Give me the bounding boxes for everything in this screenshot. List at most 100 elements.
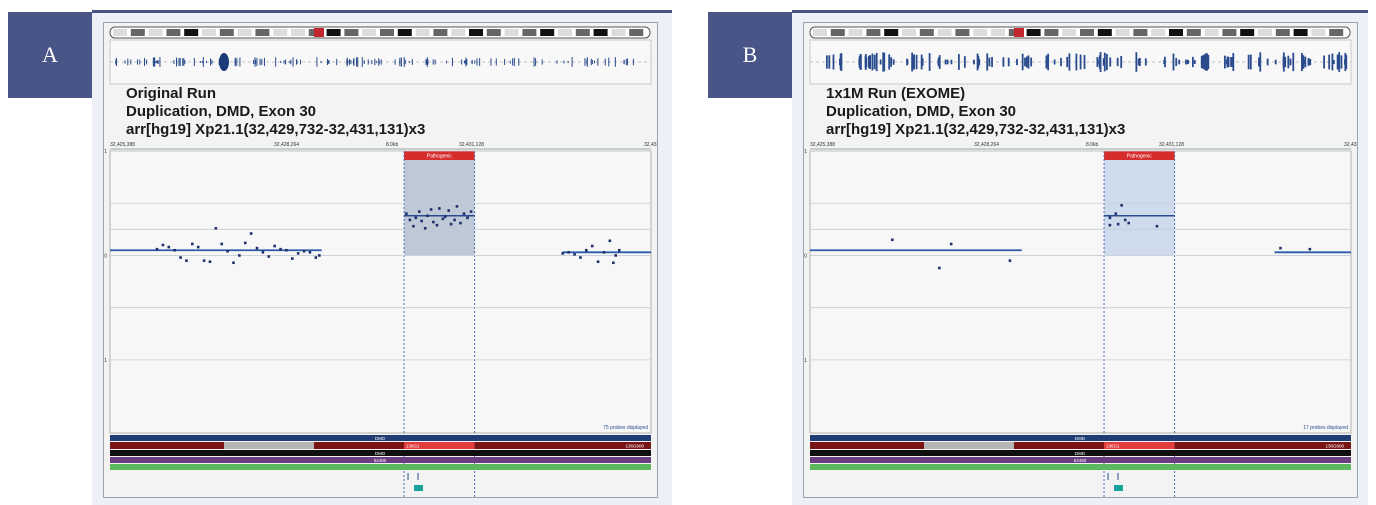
probe-point	[426, 214, 429, 218]
overview-peak	[219, 53, 229, 71]
chromosome-band	[884, 29, 899, 36]
probe-point	[1308, 247, 1312, 251]
probe-point	[214, 226, 218, 230]
probe-point	[938, 266, 941, 270]
ruler-label: 32,433,984	[644, 142, 657, 148]
gene-track	[110, 435, 651, 441]
probe-point	[462, 212, 466, 215]
probe-point	[1116, 222, 1120, 226]
ruler-label: 32,431,128	[459, 142, 484, 148]
probe-point	[155, 247, 159, 251]
exon-label: 136G1	[1106, 444, 1120, 449]
probe-point	[255, 246, 259, 250]
chromosome-band	[486, 29, 501, 36]
genome-viewer[interactable]: 1x1M Run (EXOME) Duplication, DMD, Exon 3…	[803, 22, 1358, 498]
probe-point	[453, 218, 456, 222]
chromosome-band	[255, 29, 270, 36]
chromosome-band	[902, 29, 916, 36]
caption-title: 1x1M Run (EXOME)	[826, 85, 965, 102]
chromosome-band	[148, 29, 163, 36]
exon-track	[110, 442, 651, 449]
probe-point	[1114, 212, 1118, 215]
chromosome-band	[830, 29, 845, 36]
probe-point	[429, 208, 433, 211]
log-ratio-plot	[809, 150, 1352, 434]
probe-point	[202, 259, 206, 262]
caption-iscn: arr[hg19] Xp21.1(32,429,732-32,431,131)x…	[826, 121, 1125, 138]
probe-point	[459, 221, 462, 225]
chromosome-band	[1186, 29, 1201, 36]
chromosome-band	[919, 29, 934, 36]
chromosome-band	[1026, 29, 1041, 36]
y-tick-label: +1	[804, 149, 807, 155]
ruler-label: 8.0kb	[386, 142, 398, 148]
panel-tag: B	[708, 12, 792, 98]
chromosome-band	[237, 29, 252, 36]
transcript-track	[110, 450, 651, 456]
chromosome-band	[1133, 29, 1148, 36]
probe-point	[447, 209, 451, 212]
chromosome-band	[1169, 29, 1183, 36]
probes-count: 75 probes displayed	[603, 425, 648, 431]
probe-point	[267, 255, 271, 258]
chromosome-band	[848, 29, 863, 36]
genome-viewer[interactable]: Original Run Duplication, DMD, Exon 30 arr…	[103, 22, 658, 498]
ideogram-marker	[1014, 28, 1024, 37]
chromosome-band	[1097, 29, 1112, 36]
pathogenic-label: Pathogenic	[427, 154, 453, 160]
chromosome-band	[380, 29, 394, 36]
chromosome-band	[433, 29, 448, 36]
chromosome-band	[611, 29, 626, 36]
y-tick-label: -1	[804, 358, 807, 364]
exon-highlight	[404, 442, 475, 449]
panel-b: B 1x1M Run (EXOME) Duplication, DMD, Exon…	[700, 0, 1376, 505]
probe-point	[435, 223, 439, 227]
probe-point	[441, 217, 445, 221]
probe-point	[179, 256, 182, 259]
ruler-label: 32,433,984	[1344, 142, 1357, 148]
ruler-label: 32,431,128	[1159, 142, 1184, 148]
chromosome-band	[1329, 29, 1344, 36]
probe-point	[579, 256, 582, 259]
probe-point	[308, 251, 312, 254]
chromosome-band	[291, 29, 305, 36]
probe-point	[290, 257, 294, 260]
probe-point	[1108, 223, 1112, 227]
probe-point	[167, 245, 171, 249]
gene-label: DMD	[375, 436, 386, 441]
probe-point	[1155, 224, 1159, 228]
exon-label: 136G600	[1325, 444, 1344, 449]
chromosome-band	[866, 29, 881, 36]
probe-point	[412, 224, 415, 228]
chromosome-band	[202, 29, 216, 36]
transcript-track	[810, 450, 1351, 456]
probe-point	[567, 251, 570, 254]
probe-point	[891, 238, 894, 242]
chromosome-band	[113, 29, 127, 36]
chromosome-band	[469, 29, 483, 36]
probe-point	[408, 218, 412, 222]
probe-point	[418, 210, 421, 213]
coverage-track	[810, 464, 1351, 470]
chromosome-band	[1258, 29, 1272, 36]
y-tick-label: +1	[104, 149, 107, 155]
probe-point	[585, 248, 588, 252]
probe-point	[949, 242, 953, 246]
ref-label: 52480	[374, 458, 387, 463]
y-tick-label: -1	[104, 358, 107, 364]
chromosome-band	[1151, 29, 1166, 36]
probe-point	[196, 245, 200, 249]
ruler-label: 32,425,388	[810, 142, 835, 148]
exon-block	[924, 442, 1014, 449]
exon-label: 136G1	[406, 444, 420, 449]
feature-block	[414, 485, 424, 491]
pathogenic-label-bg	[404, 151, 475, 160]
chromosome-band	[130, 29, 145, 36]
chromosome-band	[1293, 29, 1308, 36]
chromosome-band	[397, 29, 412, 36]
ref-track	[810, 457, 1351, 463]
chromosome-band	[344, 29, 359, 36]
probe-point	[432, 220, 435, 224]
ideogram-marker	[314, 28, 324, 37]
probe-point	[318, 254, 321, 257]
